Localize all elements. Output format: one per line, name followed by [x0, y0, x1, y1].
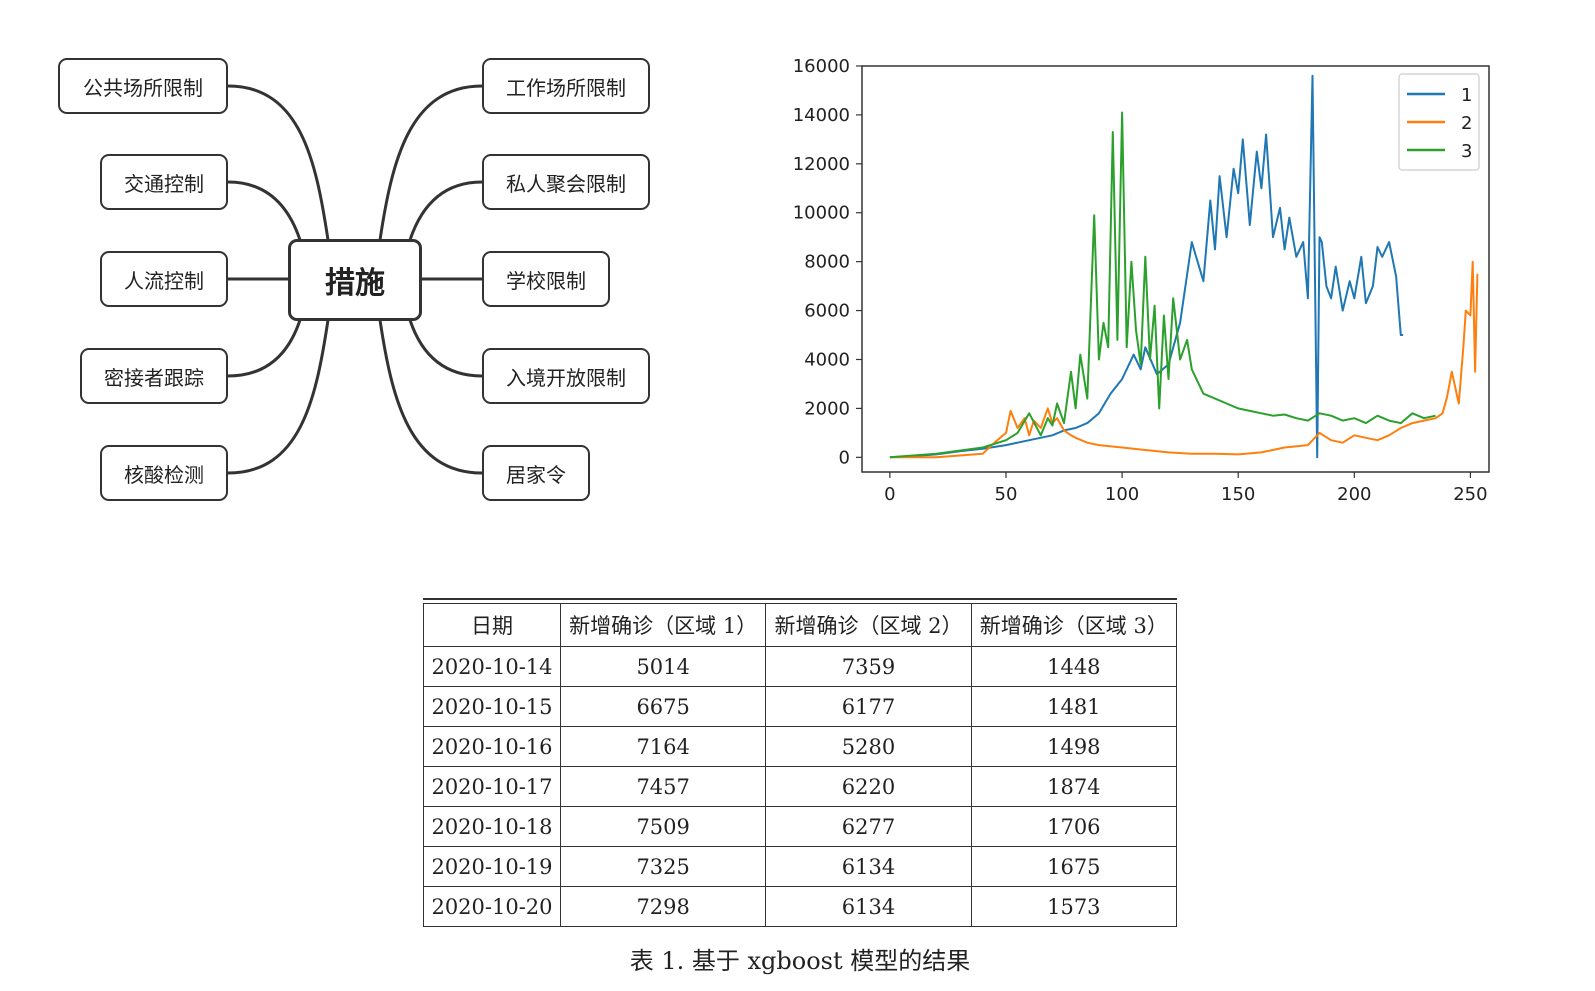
- x-tick-label: 0: [884, 484, 895, 505]
- y-tick-label: 16000: [793, 56, 850, 77]
- mindmap-node-stay-home: 居家令: [482, 445, 590, 501]
- table-row: 2020-10-17 7457 6220 1874: [423, 766, 1178, 807]
- y-tick-label: 2000: [804, 398, 850, 419]
- value-cell: 7359: [765, 646, 972, 687]
- x-tick-label: 150: [1221, 484, 1255, 505]
- mindmap-node-workplace: 工作场所限制: [482, 58, 650, 114]
- y-tick-label: 14000: [793, 105, 850, 126]
- table-row: 2020-10-16 7164 5280 1498: [423, 726, 1178, 767]
- table-row: 2020-10-20 7298 6134 1573: [423, 886, 1178, 927]
- y-tick-label: 8000: [804, 252, 850, 273]
- value-cell: 6675: [559, 686, 767, 727]
- series-line-2: [889, 260, 1479, 459]
- mindmap-node-traffic: 交通控制: [100, 154, 228, 210]
- value-cell: 7457: [559, 766, 767, 807]
- table-top-rule: [423, 598, 1177, 600]
- y-tick-label: 4000: [804, 349, 850, 370]
- value-cell: 1448: [970, 646, 1178, 687]
- value-cell: 7298: [559, 886, 767, 927]
- y-tick-label: 0: [839, 447, 850, 468]
- value-cell: 7509: [559, 806, 767, 847]
- mind-map: 措施 公共场所限制 交通控制 人流控制 密接者跟踪 核酸检测 工作场所限制 私人…: [0, 0, 700, 540]
- value-cell: 1498: [970, 726, 1178, 767]
- value-cell: 6277: [765, 806, 972, 847]
- legend-label: 2: [1461, 113, 1472, 134]
- mind-map-connectors: [227, 84, 483, 475]
- value-cell: 7164: [559, 726, 767, 767]
- y-tick-label: 10000: [793, 203, 850, 224]
- legend-label: 1: [1461, 85, 1472, 106]
- legend-label: 3: [1461, 141, 1472, 162]
- series-line-1: [889, 74, 1404, 459]
- table-row: 2020-10-18 7509 6277 1706: [423, 806, 1178, 847]
- x-tick-label: 100: [1105, 484, 1139, 505]
- table-row: 2020-10-15 6675 6177 1481: [423, 686, 1178, 727]
- value-cell: 1874: [970, 766, 1178, 807]
- value-cell: 5280: [765, 726, 972, 767]
- column-header-region-3: 新增确诊（区域 3）: [970, 603, 1178, 647]
- y-tick-label: 6000: [804, 301, 850, 322]
- line-chart: 0 50 100 150 200 250 0 2000 4000 6000 8000 10000 120…: [780, 50, 1520, 530]
- date-cell: 2020-10-20: [423, 886, 561, 927]
- value-cell: 6134: [765, 886, 972, 927]
- value-cell: 1706: [970, 806, 1178, 847]
- table-row: 2020-10-14 5014 7359 1448: [423, 646, 1178, 687]
- mindmap-node-entry: 入境开放限制: [482, 348, 650, 404]
- mindmap-center-node: 措施: [288, 239, 422, 321]
- value-cell: 1481: [970, 686, 1178, 727]
- table-row: 2020-10-19 7325 6134 1675: [423, 846, 1178, 887]
- mindmap-node-public-places: 公共场所限制: [58, 58, 228, 114]
- date-cell: 2020-10-18: [423, 806, 561, 847]
- table-header-row: 日期 新增确诊（区域 1） 新增确诊（区域 2） 新增确诊（区域 3）: [423, 603, 1178, 647]
- value-cell: 5014: [559, 646, 767, 687]
- mindmap-node-crowd: 人流控制: [100, 251, 228, 307]
- line-chart-svg: 0 50 100 150 200 250 0 2000 4000 6000 8000 10000 120…: [793, 56, 1490, 505]
- mindmap-node-schools: 学校限制: [482, 251, 610, 307]
- value-cell: 6177: [765, 686, 972, 727]
- results-table: 日期 新增确诊（区域 1） 新增确诊（区域 2） 新增确诊（区域 3） 2020…: [423, 598, 1178, 927]
- plot-frame: [861, 65, 1490, 473]
- mindmap-node-nucleic-test: 核酸检测: [100, 445, 228, 501]
- date-cell: 2020-10-19: [423, 846, 561, 887]
- value-cell: 6134: [765, 846, 972, 887]
- series-line-3: [889, 111, 1436, 459]
- x-tick-label: 50: [995, 484, 1018, 505]
- date-cell: 2020-10-15: [423, 686, 561, 727]
- date-cell: 2020-10-14: [423, 646, 561, 687]
- date-cell: 2020-10-17: [423, 766, 561, 807]
- table-caption: 表 1. 基于 xgboost 模型的结果: [629, 947, 971, 975]
- value-cell: 1675: [970, 846, 1178, 887]
- mindmap-node-contact-tracing: 密接者跟踪: [80, 348, 228, 404]
- column-header-date: 日期: [423, 603, 561, 647]
- x-tick-label: 200: [1337, 484, 1371, 505]
- column-header-region-2: 新增确诊（区域 2）: [765, 603, 972, 647]
- column-header-region-1: 新增确诊（区域 1）: [559, 603, 767, 647]
- value-cell: 6220: [765, 766, 972, 807]
- mindmap-node-gatherings: 私人聚会限制: [482, 154, 650, 210]
- date-cell: 2020-10-16: [423, 726, 561, 767]
- x-tick-label: 250: [1453, 484, 1487, 505]
- value-cell: 1573: [970, 886, 1178, 927]
- value-cell: 7325: [559, 846, 767, 887]
- y-tick-label: 12000: [793, 154, 850, 175]
